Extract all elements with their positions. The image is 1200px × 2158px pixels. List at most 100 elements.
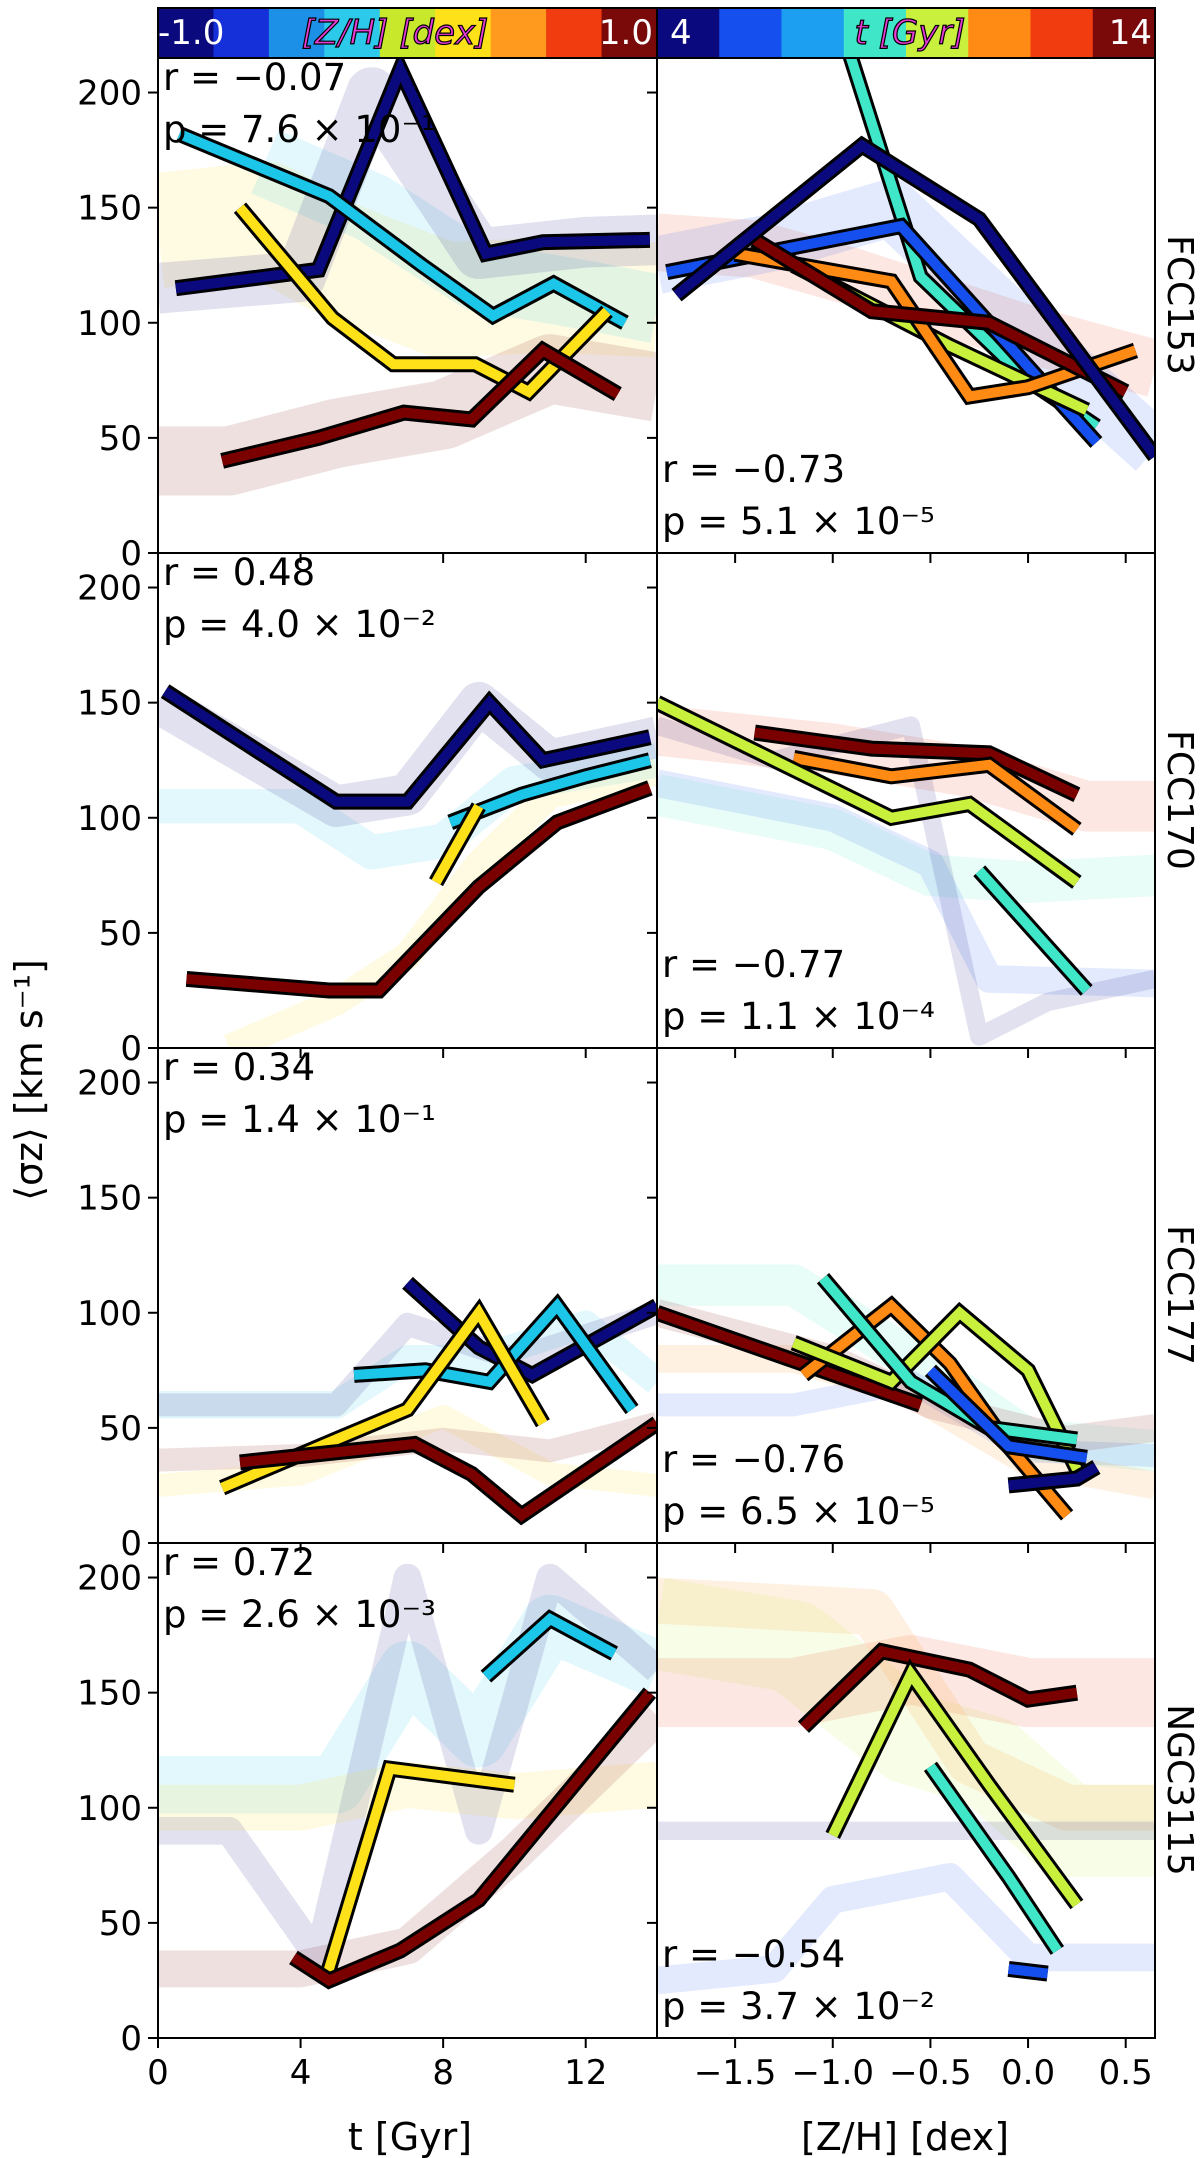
y-tick-label: 150: [77, 189, 142, 229]
y-tick-label: 150: [77, 684, 142, 724]
cbar-right-title: t [Gyr]: [854, 13, 965, 53]
row-label-1: FCC170: [1159, 730, 1200, 870]
uncertainty-band: [657, 1299, 1155, 1454]
y-tick-label: 50: [99, 1409, 142, 1449]
y-tick-label: 100: [77, 304, 142, 344]
series-line: [975, 867, 1091, 994]
colorbar-metallicity: [157, 7, 658, 59]
colorbar-swatch: [1030, 8, 1094, 58]
series-line: [791, 1305, 1082, 1472]
series-line: [482, 1612, 617, 1681]
series-line: [752, 235, 1128, 397]
stat-p-0-met: p = 5.1 × 10⁻⁵: [662, 500, 935, 543]
row-label-3: NGC3115: [1159, 1704, 1200, 1876]
y-tick-label: 100: [77, 1789, 142, 1829]
y-tick-label: 0: [120, 1029, 142, 1069]
uncertainty-band: [657, 1578, 1155, 1877]
x-axis-title-age: t [Gyr]: [348, 2115, 472, 2158]
uncertainty-band: [158, 1301, 657, 1417]
series-line: [819, 1274, 1078, 1445]
colorbar-swatch: [490, 8, 547, 58]
series-line: [431, 803, 484, 885]
y-tick-label: 0: [120, 534, 142, 574]
x-tick-label: 12: [564, 2053, 607, 2093]
colorbar-swatch: [657, 8, 720, 58]
series-line: [177, 129, 628, 328]
y-tick-label: 200: [77, 569, 142, 609]
x-axis-title-metallicity: [Z/H] [dex]: [801, 2115, 1009, 2158]
y-tick-label: 0: [120, 1524, 142, 1564]
row-label-2: FCC177: [1159, 1225, 1200, 1365]
y-tick-label: 150: [77, 1674, 142, 1714]
panel-FCC177-metallicity: [647, 1047, 1156, 1553]
colorbar-swatch: [268, 8, 325, 58]
colorbar-swatch: [379, 8, 436, 58]
colorbar-swatch: [601, 8, 658, 58]
x-tick-label: −1.0: [791, 2053, 874, 2093]
panel-FCC170-age: 0 50 100 150 200: [77, 552, 658, 1069]
series-line: [657, 698, 1080, 887]
colorbar-swatch: [968, 8, 1031, 58]
series-line: [353, 1297, 637, 1413]
uncertainty-band: [158, 743, 657, 870]
stat-r-0-age: r = −0.07: [163, 56, 346, 99]
y-tick-label: 0: [120, 2019, 142, 2059]
panel-NGC3115-metallicity: −1.5 −1.0 −0.5 0.0 0.5: [647, 1542, 1156, 2093]
series-line: [239, 1419, 657, 1522]
series-line: [792, 752, 1080, 834]
colorbar-swatch: [158, 8, 214, 58]
series-line: [1007, 1963, 1049, 1979]
series-line: [753, 727, 1080, 800]
colorbar-swatch: [213, 8, 270, 58]
y-tick-label: 50: [99, 1904, 142, 1944]
uncertainty-band: [657, 1863, 1155, 1995]
colorbar-swatch: [324, 8, 381, 58]
stat-p-2-age: p = 1.4 × 10⁻¹: [163, 1098, 436, 1141]
uncertainty-band: [158, 1563, 657, 1972]
panel-FCC177-age: 0 50 100 150 200: [77, 1047, 658, 1564]
stat-p-3-met: p = 3.7 × 10⁻²: [662, 1985, 935, 2028]
panel-FCC153-age: 0 50 100 150 200: [77, 57, 658, 574]
uncertainty-band: [657, 769, 1155, 998]
colorbar-swatch: [435, 8, 492, 58]
stat-r-1-age: r = 0.48: [163, 551, 315, 594]
series-line: [673, 139, 1155, 460]
stat-r-3-met: r = −0.54: [662, 1933, 845, 1976]
y-axis-title: ⟨σz⟩ [km s⁻¹]: [7, 959, 51, 1201]
uncertainty-band: [158, 1594, 657, 1814]
series-line: [320, 1763, 516, 1982]
panel-FCC170-metallicity: [647, 552, 1156, 1058]
y-tick-label: 200: [77, 1559, 142, 1599]
stat-r-0-met: r = −0.73: [662, 448, 845, 491]
series-line: [448, 755, 652, 828]
cbar-left-max-label: 1.0: [599, 13, 653, 53]
y-tick-label: 50: [99, 914, 142, 954]
colorbar-swatch: [843, 8, 907, 58]
x-tick-label: 8: [432, 2053, 454, 2093]
colorbar-age: [656, 7, 1156, 59]
x-tick-label: 0.0: [1001, 2053, 1055, 2093]
stat-r-1-met: r = −0.77: [662, 943, 845, 986]
cbar-left-min-label: -1.0: [158, 13, 224, 53]
uncertainty-band: [223, 758, 657, 1048]
x-tick-label: −1.5: [694, 2053, 777, 2093]
panel-NGC3115-age: 0 50 100 150 200 0 4 8 12: [77, 1542, 658, 2093]
y-tick-label: 200: [77, 74, 142, 114]
series-line: [1008, 1462, 1099, 1491]
stat-p-3-age: p = 2.6 × 10⁻³: [163, 1593, 436, 1636]
x-tick-label: 0.5: [1099, 2053, 1153, 2093]
stat-p-1-age: p = 4.0 × 10⁻²: [163, 603, 436, 646]
stat-p-0-age: p = 7.6 × 10⁻¹: [163, 108, 436, 151]
series-line: [926, 1763, 1062, 1954]
stat-r-2-met: r = −0.76: [662, 1438, 845, 1481]
series-line: [657, 1308, 923, 1410]
panel-frame: [656, 1542, 1156, 2039]
colorbar-swatch: [719, 8, 782, 58]
x-tick-label: 0: [147, 2053, 169, 2093]
cbar-right-max-label: 14: [1109, 13, 1152, 53]
x-tick-label: 4: [290, 2053, 312, 2093]
panel-FCC153-metallicity: [647, 57, 1156, 563]
series-line: [926, 1366, 1088, 1463]
series-line: [290, 1689, 654, 1987]
